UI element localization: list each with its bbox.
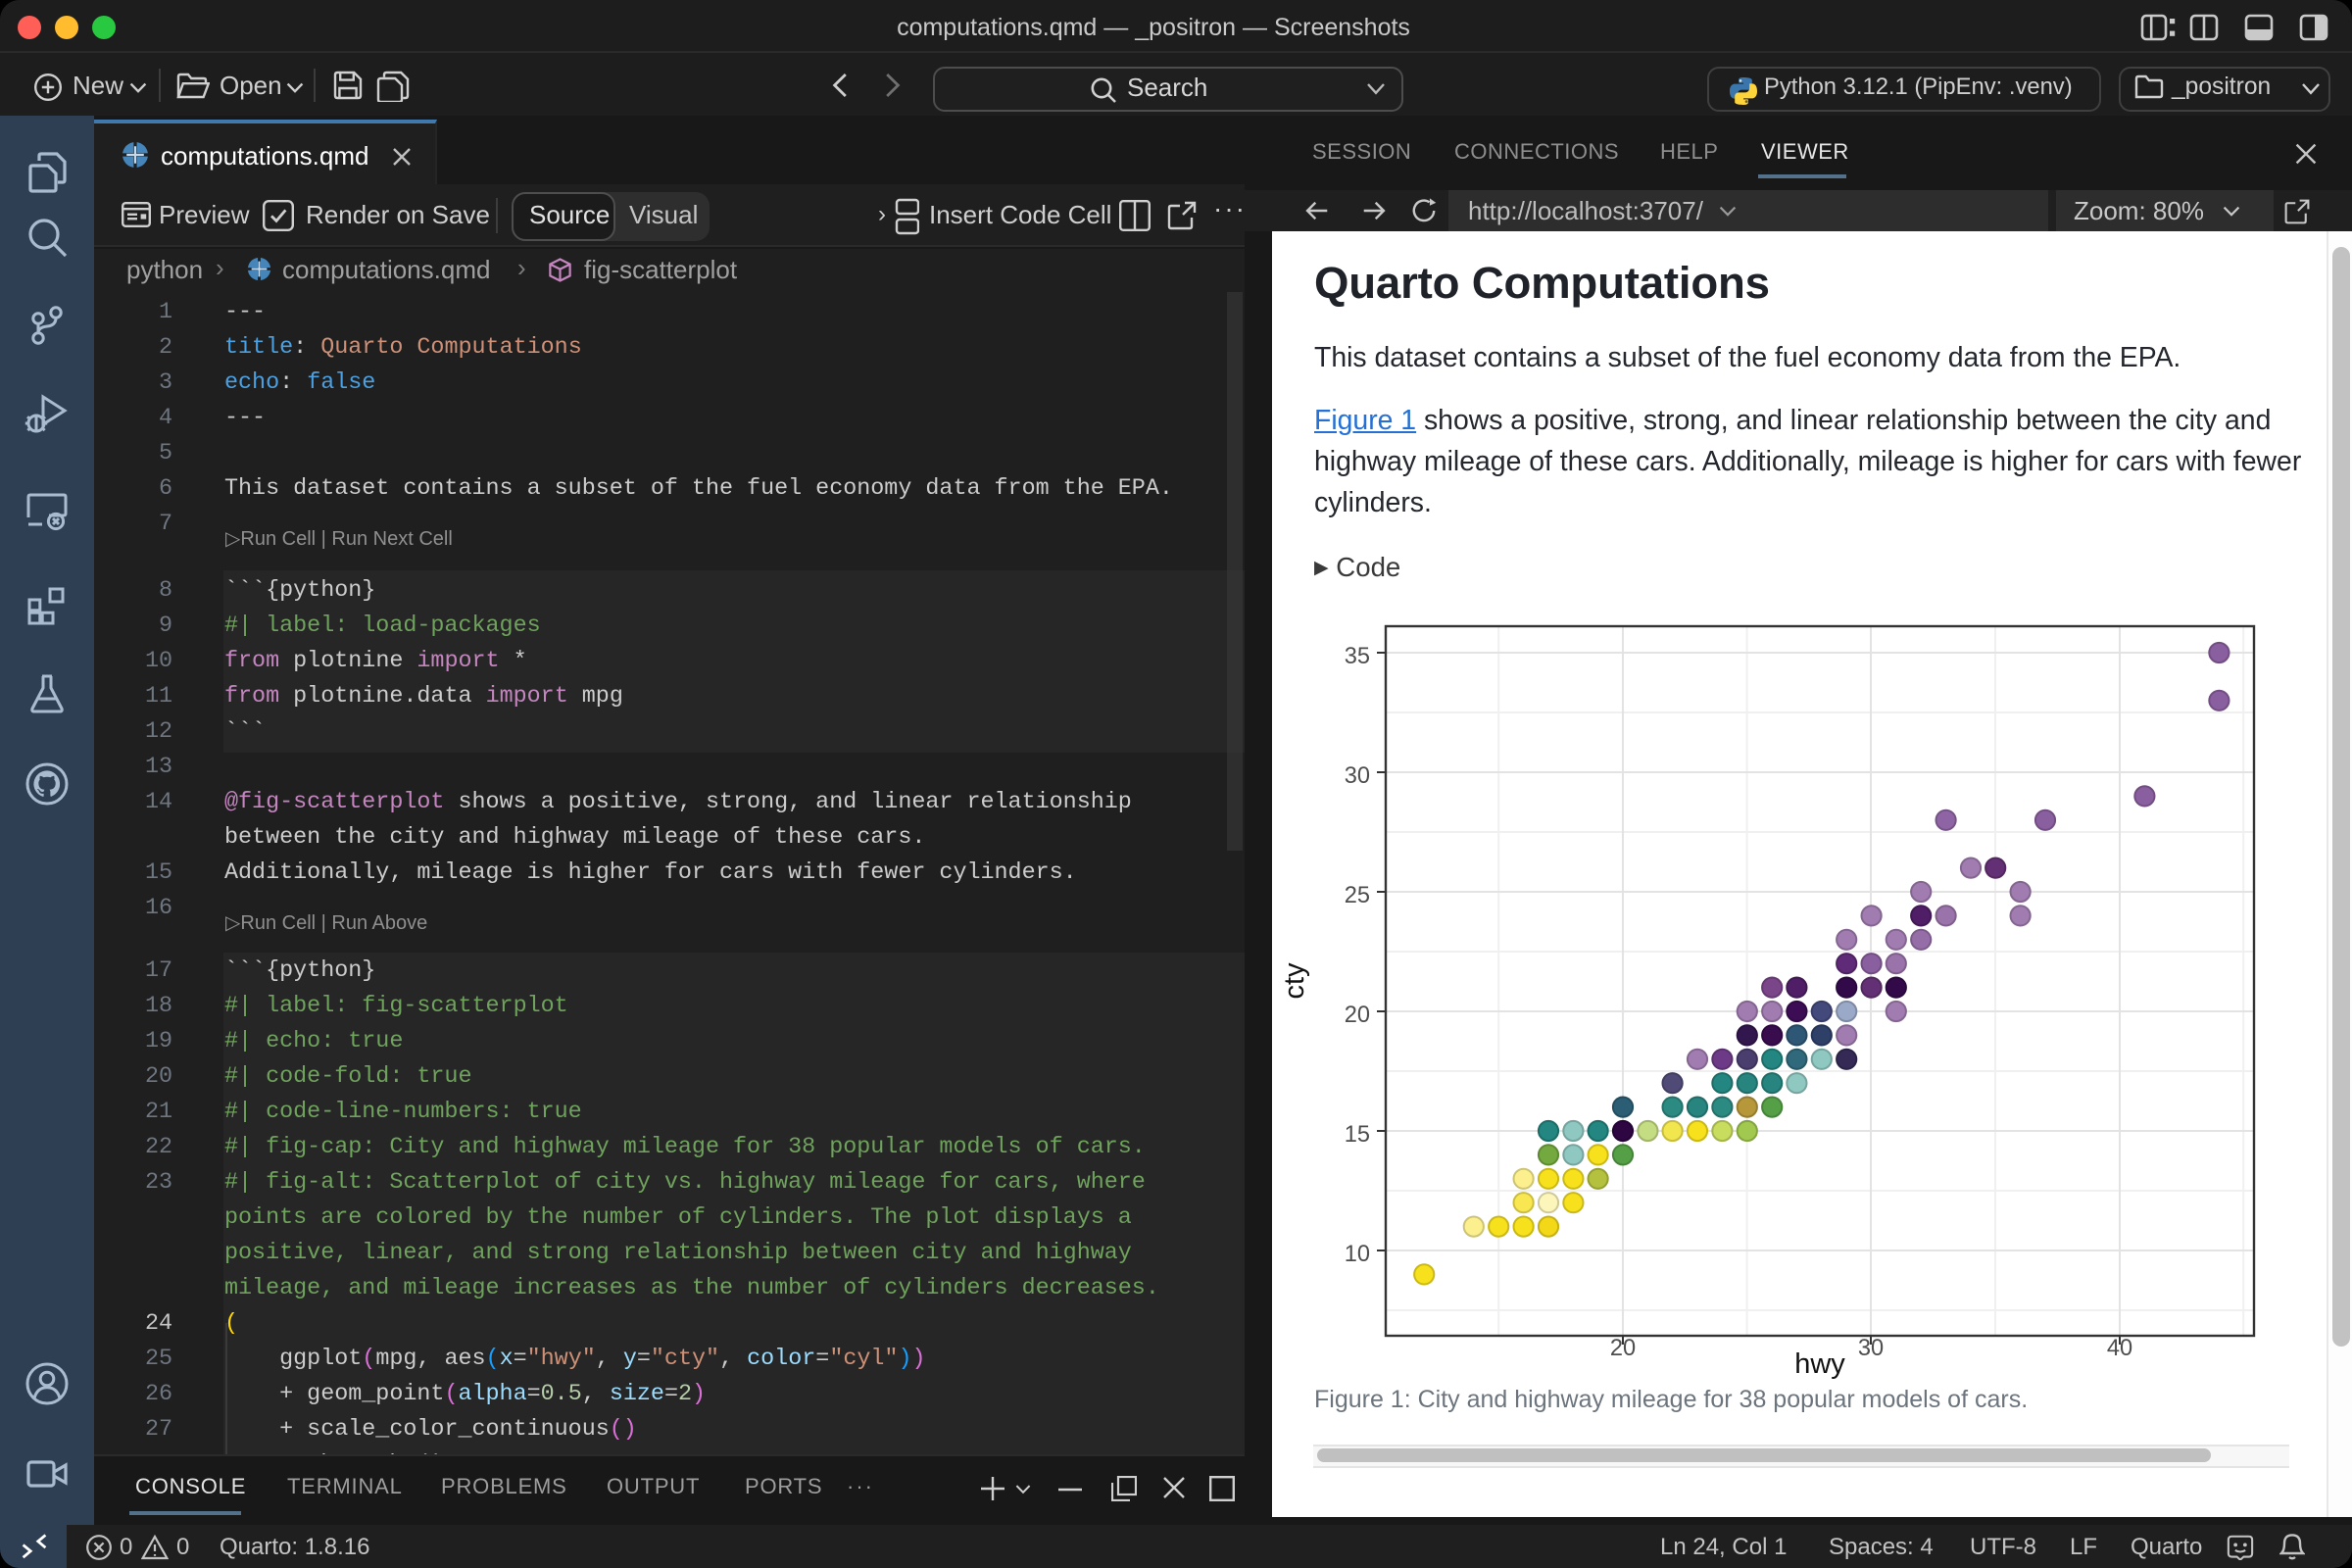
- svg-text:20: 20: [1345, 1003, 1370, 1028]
- svg-text:10: 10: [1345, 1242, 1370, 1267]
- svg-text:cty: cty: [1284, 962, 1310, 1000]
- svg-text:20: 20: [1610, 1336, 1636, 1361]
- svg-text:30: 30: [1858, 1336, 1884, 1361]
- svg-text:25: 25: [1345, 883, 1370, 908]
- svg-text:30: 30: [1345, 763, 1370, 789]
- svg-text:35: 35: [1345, 644, 1370, 669]
- svg-text:15: 15: [1345, 1122, 1370, 1148]
- svg-text:40: 40: [2107, 1336, 2132, 1361]
- svg-text:hwy: hwy: [1794, 1348, 1845, 1380]
